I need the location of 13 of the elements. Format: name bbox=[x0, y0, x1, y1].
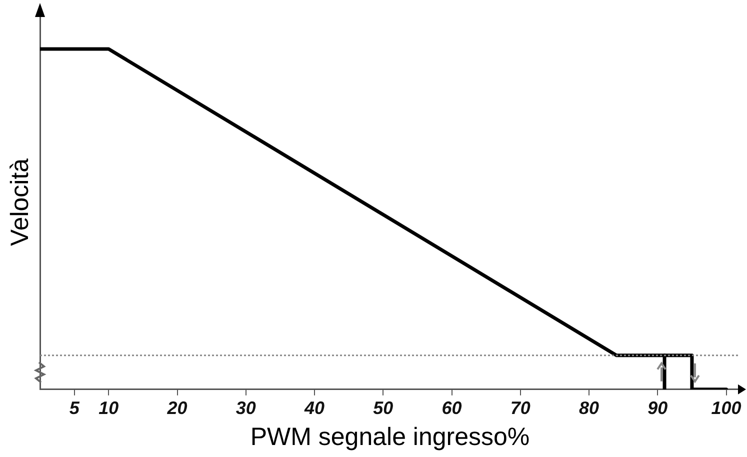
y-axis-title: Velocità bbox=[6, 158, 34, 246]
x-tick-label: 5 bbox=[69, 398, 80, 418]
x-tick-label: 80 bbox=[579, 398, 600, 418]
x-tick-label: 40 bbox=[303, 398, 325, 418]
x-tick-label: 20 bbox=[166, 398, 188, 418]
x-tick-label: 60 bbox=[442, 398, 462, 418]
x-tick-label: 100 bbox=[711, 398, 742, 418]
x-tick-label: 70 bbox=[510, 398, 530, 418]
x-tick-label: 90 bbox=[648, 398, 668, 418]
x-tick-label: 50 bbox=[373, 398, 394, 418]
x-tick-label: 30 bbox=[236, 398, 256, 418]
x-axis-title: PWM segnale ingresso% bbox=[250, 422, 530, 451]
x-tick-label: 10 bbox=[98, 398, 119, 418]
